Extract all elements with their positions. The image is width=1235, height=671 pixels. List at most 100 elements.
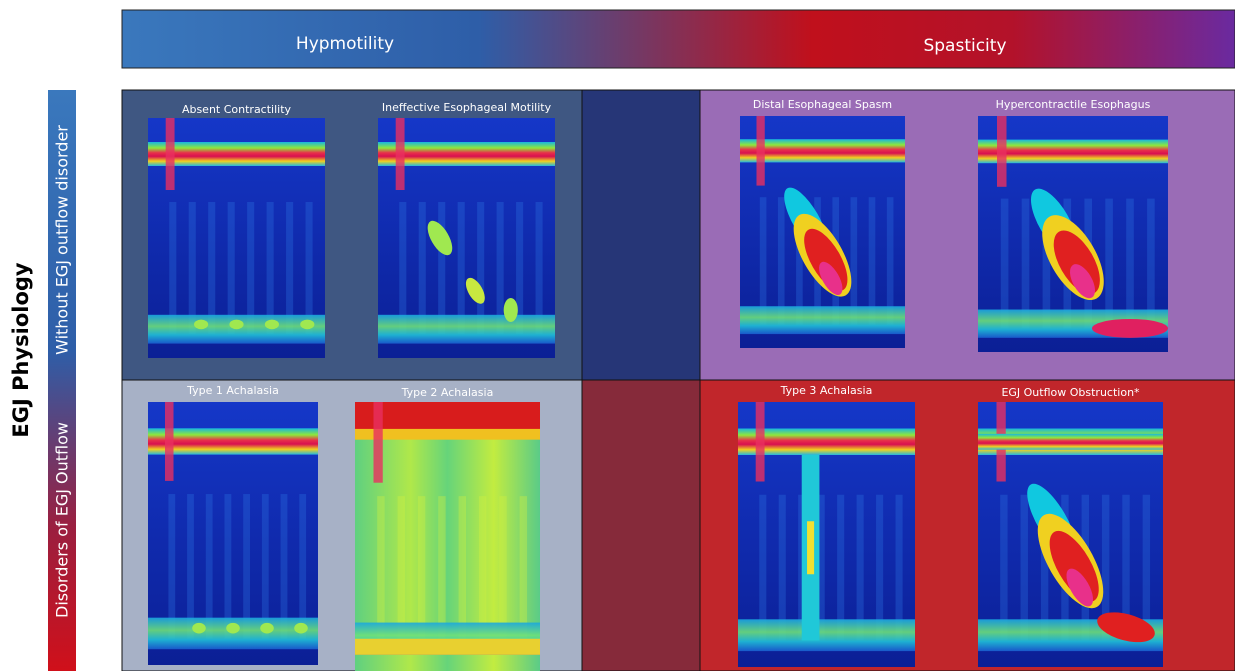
plot-stripe [535, 202, 543, 334]
panel-title: Type 3 Achalasia [780, 384, 873, 397]
plot-stripe [243, 494, 250, 639]
plot-stripe [759, 197, 767, 325]
side-bar [48, 90, 76, 671]
contraction [1066, 568, 1094, 607]
quadrant [581, 89, 701, 381]
contraction [264, 319, 279, 330]
contraction [229, 319, 244, 330]
plot-stripe [187, 494, 194, 639]
side-top: Without EGJ outflow disorder [53, 125, 72, 355]
plot-stripe [169, 202, 177, 334]
plot-stripe [208, 202, 216, 334]
plot-stripe [458, 496, 466, 645]
plot-stripe [168, 494, 176, 639]
plot-stripe [777, 197, 785, 325]
plot-stripe [1021, 198, 1030, 329]
panel-title: Type 2 Achalasia [401, 386, 494, 399]
plot-stripe [280, 494, 288, 639]
band [148, 142, 325, 166]
plot-stripe [438, 202, 446, 334]
plot-stripe [519, 496, 528, 645]
plot-stripe [850, 197, 858, 325]
plot-stripe [1042, 198, 1051, 329]
plot-stripe [837, 494, 845, 641]
hrm-plot [378, 118, 555, 358]
plot-stripe [261, 494, 269, 639]
header-bar [121, 9, 1235, 69]
plot-stripe [224, 494, 232, 639]
plot-stripe [817, 494, 825, 641]
panel-title: EGJ Outflow Obstruction* [1001, 386, 1140, 399]
plot-stripe [856, 494, 864, 641]
contraction [300, 319, 315, 330]
band [355, 638, 540, 655]
contraction [260, 622, 274, 634]
contraction [427, 220, 453, 256]
band [738, 428, 915, 455]
plot-stripe [895, 494, 903, 641]
panel-title: Hypercontractile Esophagus [996, 98, 1151, 111]
spike [755, 402, 765, 482]
header-right: Spasticity [923, 36, 1006, 56]
plot-stripe [305, 202, 313, 334]
plot-stripe [778, 494, 786, 641]
contraction [503, 298, 518, 322]
contraction [1097, 612, 1155, 643]
plot-stripe [247, 202, 255, 334]
plot-stripe [868, 197, 876, 325]
plot-stripe [477, 202, 485, 334]
plot-stripe [886, 197, 894, 325]
plot-stripe [286, 202, 294, 334]
contraction [819, 261, 843, 295]
hrm-plot [740, 116, 905, 348]
band [738, 619, 915, 652]
hrm-plot [355, 402, 540, 671]
band [378, 314, 555, 344]
panel-title: Type 1 Achalasia [186, 384, 279, 397]
band [740, 306, 905, 335]
hrm-plot [738, 402, 915, 667]
plot-stripe [227, 202, 235, 334]
plot-stripe [876, 494, 884, 641]
hrm-plot [978, 116, 1168, 352]
spike [373, 402, 383, 483]
contraction [194, 319, 209, 330]
column [807, 521, 815, 575]
hrm-plot [148, 402, 318, 665]
plot-stripe [1101, 494, 1110, 641]
band [378, 142, 555, 166]
plot-stripe [1000, 198, 1009, 329]
plot-stripe [1147, 198, 1155, 329]
plot-stripe [377, 496, 385, 645]
plot-stripe [796, 197, 803, 325]
band [355, 428, 540, 440]
panel-title: Distal Esophageal Spasm [753, 98, 892, 111]
plot-stripe [1142, 494, 1151, 641]
contraction [294, 622, 308, 634]
plot-stripe [1126, 198, 1134, 329]
spike [395, 118, 405, 190]
plot-stripe [205, 494, 213, 639]
plot-stripe [438, 496, 446, 645]
plot-stripe [1105, 198, 1113, 329]
plot-stripe [266, 202, 274, 334]
plot-stripe [397, 496, 405, 645]
band [978, 433, 1163, 450]
plot-stripe [417, 496, 426, 645]
band [978, 139, 1168, 164]
plot-stripe [516, 202, 524, 334]
plot-stripe [496, 202, 504, 334]
hrm-plot [148, 118, 325, 358]
contraction [1069, 264, 1096, 299]
plot-stripe [399, 202, 407, 334]
header-left: Hypmotility [296, 34, 394, 54]
spike [165, 402, 174, 481]
quadrant [581, 379, 701, 671]
contraction [465, 277, 485, 304]
plot-stripe [1020, 494, 1028, 641]
spike [756, 116, 765, 186]
hrm-plot [978, 402, 1163, 667]
spike [997, 116, 1007, 187]
plot-stripe [1040, 494, 1049, 641]
